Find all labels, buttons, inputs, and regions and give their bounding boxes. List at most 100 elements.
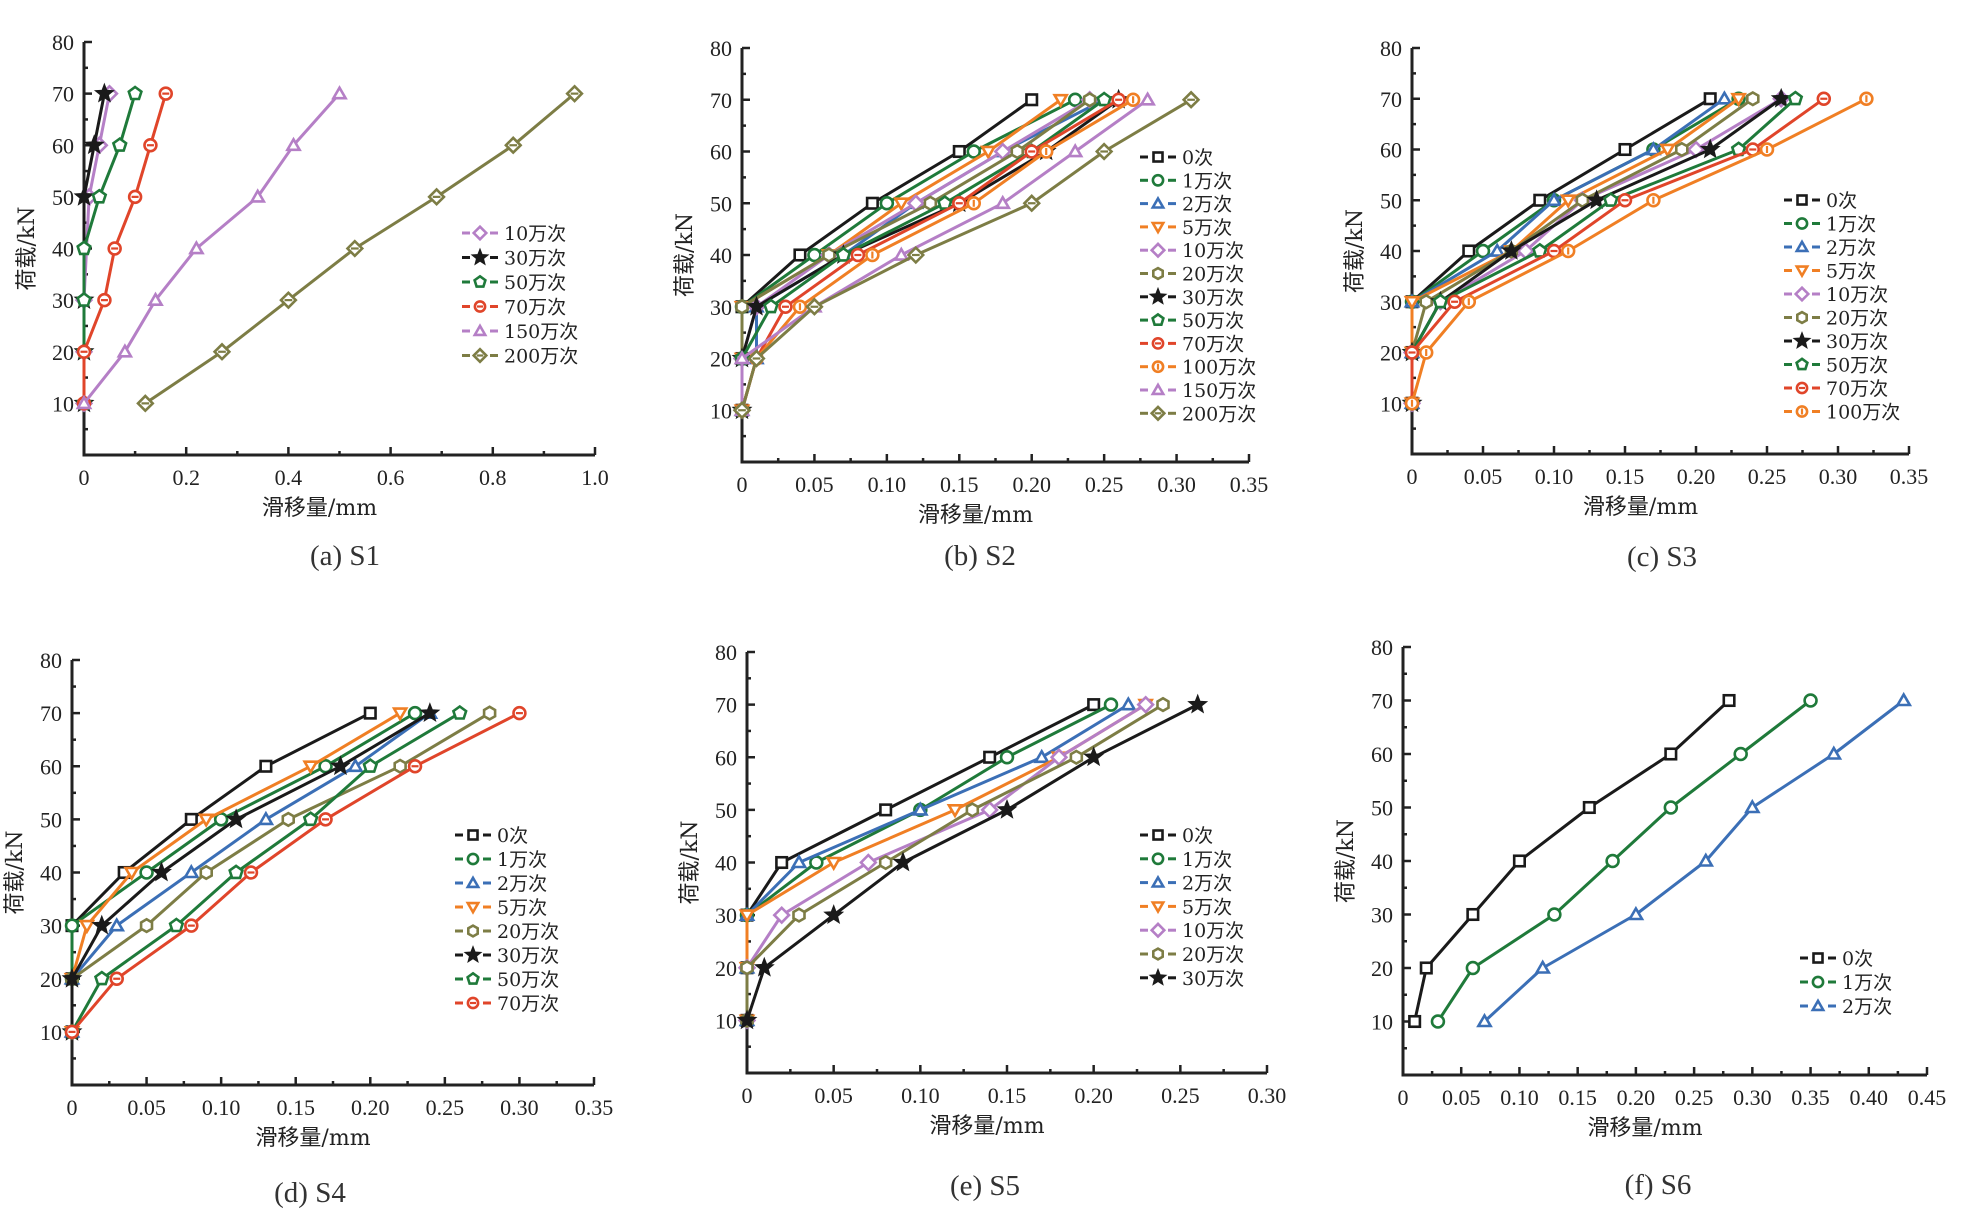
- y-tick-label: 80: [715, 640, 737, 665]
- legend-item: 30万次: [1140, 968, 1244, 990]
- legend-marker: [1794, 239, 1810, 253]
- x-tick-label: 0.15: [1606, 464, 1645, 489]
- legend-label: 10万次: [1826, 284, 1888, 306]
- x-tick-label: 0.20: [351, 1095, 390, 1120]
- legend-item: 5万次: [1140, 217, 1232, 239]
- data-point: [139, 865, 154, 880]
- legend-label: 150万次: [504, 321, 578, 343]
- data-point: [946, 803, 964, 819]
- x-tick-label: 0.20: [1012, 472, 1051, 497]
- data-point: [1466, 907, 1480, 922]
- y-tick-label: 70: [52, 82, 74, 107]
- data-point: [746, 295, 767, 316]
- x-tick-label: 0.30: [1819, 464, 1858, 489]
- legend-item: 20万次: [1140, 944, 1244, 966]
- series-line: [1413, 699, 1731, 1022]
- legend-item: 10万次: [1140, 240, 1244, 262]
- x-tick-label: 0: [737, 472, 748, 497]
- x-tick-label: 0.20: [1074, 1083, 1113, 1108]
- data-point: [822, 247, 836, 263]
- y-tick-label: 40: [1380, 239, 1402, 264]
- data-point: [139, 917, 154, 934]
- data-point: [1465, 960, 1481, 976]
- data-point: [1066, 142, 1084, 158]
- legend-item: 20万次: [1784, 308, 1888, 330]
- legend-label: 70万次: [1182, 333, 1244, 355]
- y-tick-label: 40: [710, 243, 732, 268]
- legend-marker: [466, 924, 480, 938]
- data-point: [151, 861, 172, 882]
- data-point: [225, 808, 247, 829]
- data-point: [1730, 92, 1747, 108]
- data-point: [1025, 93, 1039, 107]
- panel-caption: (e) S5: [950, 1170, 1020, 1202]
- data-point: [793, 248, 807, 262]
- data-point: [64, 918, 80, 933]
- series-12: [732, 90, 1201, 420]
- legend-marker: [1151, 312, 1165, 327]
- x-tick-label: 0.45: [1908, 1085, 1947, 1110]
- legend-marker: [1151, 852, 1165, 866]
- y-tick-label: 10: [715, 1008, 737, 1033]
- data-point: [1010, 143, 1025, 160]
- data-point: [1895, 691, 1913, 707]
- legend-item: 1万次: [1800, 972, 1892, 994]
- legend-marker: [1793, 285, 1811, 303]
- data-point: [91, 914, 113, 935]
- x-tick-label: 0.6: [377, 465, 405, 490]
- data-point: [76, 291, 92, 307]
- data-point: [893, 246, 910, 261]
- data-point: [1618, 142, 1632, 157]
- data-point: [1462, 244, 1476, 258]
- data-point: [763, 298, 779, 314]
- legend-label: 30万次: [504, 248, 566, 270]
- data-point: [735, 298, 749, 315]
- legend-label: 20万次: [497, 921, 559, 943]
- data-point: [1033, 748, 1050, 764]
- y-axis-title: 荷载/kN: [678, 821, 703, 905]
- data-point: [93, 970, 110, 986]
- legend-label: 50万次: [504, 272, 566, 294]
- series-7: [736, 693, 1209, 1030]
- y-axis-title: 荷载/kN: [1343, 209, 1368, 293]
- x-tick-label: 0.2: [172, 465, 200, 490]
- legend-marker: [1152, 266, 1164, 281]
- legend-item: 2万次: [1140, 194, 1232, 216]
- data-point: [1432, 293, 1449, 309]
- x-axis-title: 滑移量/mm: [255, 1126, 370, 1151]
- series-line: [70, 711, 521, 1033]
- data-point: [331, 85, 348, 100]
- x-tick-label: 0.10: [1535, 464, 1574, 489]
- y-tick-label: 20: [715, 956, 737, 981]
- data-point: [979, 145, 997, 161]
- data-point: [1716, 90, 1733, 105]
- legend-marker: [463, 945, 483, 964]
- data-point: [1770, 87, 1792, 108]
- data-point: [1419, 293, 1433, 310]
- data-point: [1746, 91, 1760, 107]
- y-tick-label: 80: [40, 648, 62, 673]
- panel-a: 10 20 30 40 50 60 70 80 0 0.2 0.4 0.6 0.8 1.0 滑移量/mm 荷载…: [15, 30, 609, 572]
- legend-item: 1万次: [1140, 849, 1232, 871]
- legend-item: 50万次: [462, 272, 566, 294]
- y-tick-label: 60: [715, 745, 737, 770]
- panel-caption: (f) S6: [1625, 1169, 1692, 1201]
- y-tick-label: 60: [40, 754, 62, 779]
- data-point: [123, 866, 140, 882]
- legend-marker: [1795, 217, 1809, 230]
- legend-item: 0次: [1784, 190, 1857, 212]
- legend-label: 70万次: [1826, 378, 1888, 400]
- x-tick-label: 0.30: [1248, 1083, 1287, 1108]
- series-2: [1430, 693, 1818, 1029]
- data-point: [1675, 141, 1689, 158]
- legend-marker: [1150, 221, 1166, 235]
- legend-item: 70万次: [1784, 378, 1888, 400]
- legend-label: 20万次: [1182, 264, 1244, 286]
- legend-label: 30万次: [1826, 331, 1888, 353]
- x-axis-title: 滑移量/mm: [1587, 1116, 1702, 1141]
- y-tick-label: 80: [710, 36, 732, 61]
- legend-marker: [1796, 310, 1808, 325]
- data-point: [1605, 853, 1620, 869]
- legend-label: 30万次: [1182, 287, 1244, 309]
